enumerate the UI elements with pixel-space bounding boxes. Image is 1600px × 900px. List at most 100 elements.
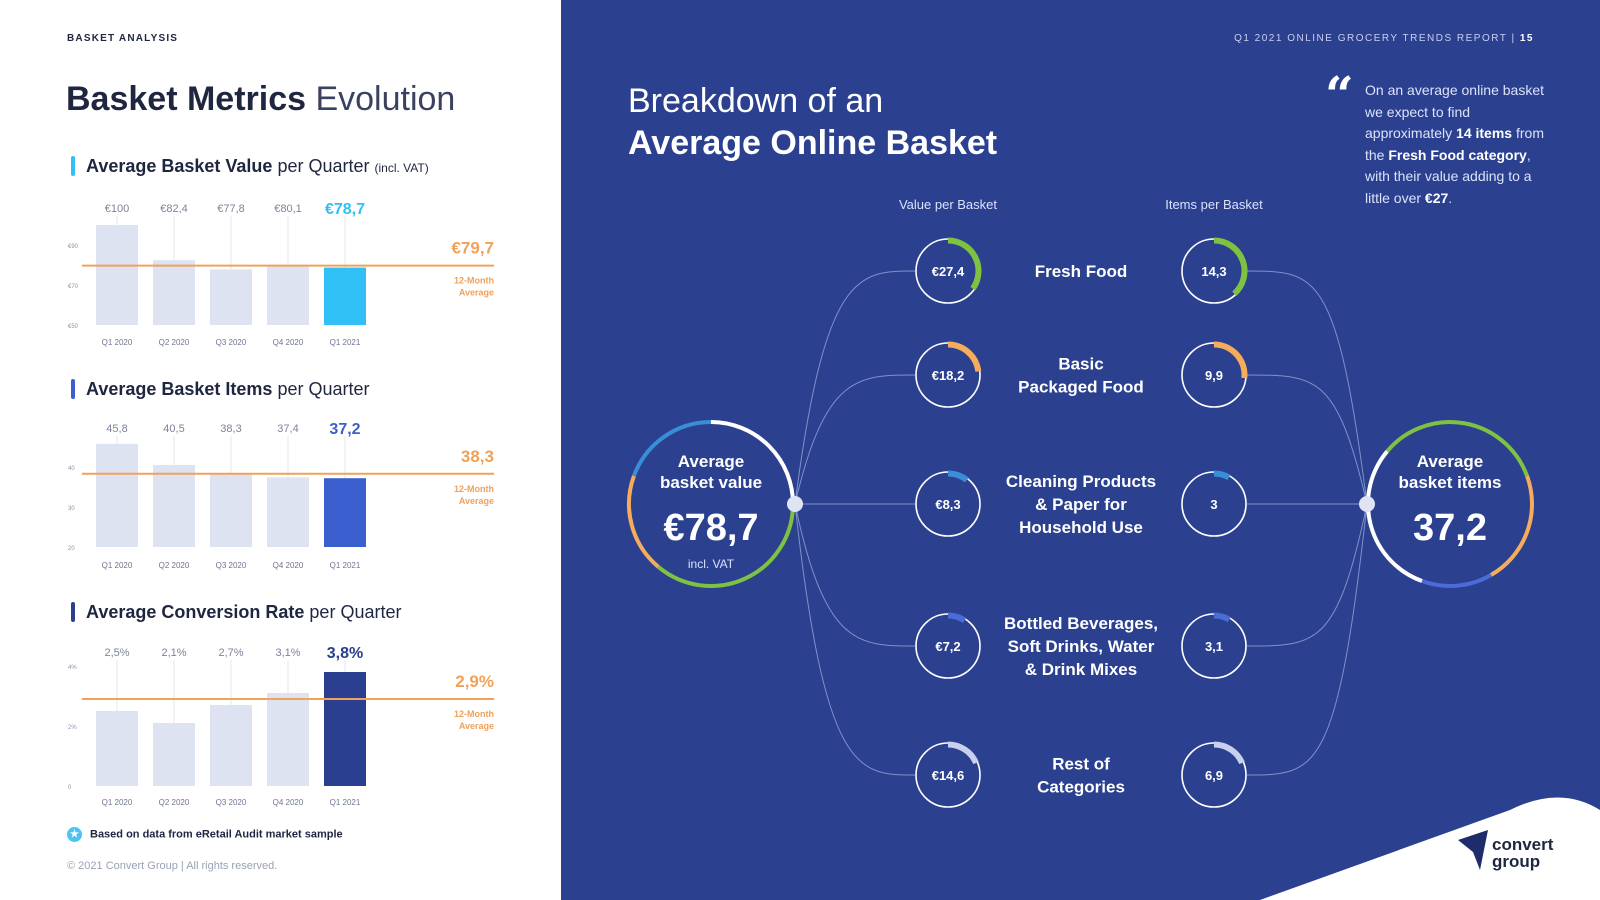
category-label: Soft Drinks, Water (1008, 637, 1155, 656)
bar-value-label: 2,7% (218, 647, 243, 659)
items-hub-node (1359, 496, 1375, 512)
copyright: © 2021 Convert Group | All rights reserv… (67, 860, 278, 872)
average-caption: Average (459, 288, 494, 298)
value-hub-value: €78,7 (663, 507, 758, 549)
items-ring-arc (1213, 612, 1231, 623)
value-column-header: Value per Basket (899, 197, 997, 212)
value-ring-label: €18,2 (932, 368, 965, 383)
items-ring-arc (1213, 237, 1248, 297)
page-title-light: Evolution (315, 80, 456, 118)
report-tag: Q1 2021 ONLINE GROCERY TRENDS REPORT | 1… (1234, 33, 1534, 44)
bar-value-label: €82,4 (160, 203, 188, 215)
chart3-title-bold: Average Conversion Rate (86, 602, 305, 622)
y-tick-label: €50 (68, 324, 79, 330)
value-ring-arc (947, 470, 969, 483)
chart1-accent-bar (71, 156, 75, 176)
chart3-title-light: per Quarter (304, 602, 402, 622)
bar-charts: €50 €70 €90 €100 Q1 2020 €82,4 Q2 2020 €77,8 Q3 … (68, 201, 494, 807)
category-label: Q1 2020 (102, 338, 133, 347)
bar-value-label: €77,8 (217, 203, 245, 215)
category-label: Packaged Food (1018, 378, 1144, 397)
page-title-bold: Basket Metrics (66, 80, 307, 118)
page-number: 15 (1519, 33, 1534, 44)
bar (210, 705, 252, 786)
bar-value-label: €100 (105, 203, 129, 215)
bar-value-label: 40,5 (163, 423, 184, 435)
average-caption: 12-Month (454, 709, 494, 719)
quote-part: . (1448, 189, 1453, 206)
value-ring-outline (915, 613, 981, 679)
connector-line (794, 374, 916, 505)
category-label: & Drink Mixes (1025, 660, 1137, 679)
items-ring-label: 3 (1210, 497, 1217, 512)
left-panel: BASKET ANALYSIS Basket Metrics Evolution… (0, 0, 561, 900)
category-label: Q1 2020 (102, 798, 133, 807)
connector-line (794, 503, 916, 647)
items-ring-arc (1213, 470, 1231, 481)
bar-value-label: 3,1% (275, 647, 300, 659)
bar-value-label: 2,1% (161, 647, 186, 659)
bar (153, 260, 195, 325)
category-label: Rest of (1052, 755, 1110, 774)
connector-line (794, 270, 916, 505)
bar-value-label: 37,2 (329, 421, 360, 438)
category-label: Q1 2021 (330, 798, 361, 807)
chart1-title-light: per Quarter (272, 156, 375, 176)
breakdown-title-line1: Breakdown of an (628, 82, 884, 120)
chart2-title: Average Basket Items per Quarter (86, 379, 369, 400)
items-ring-label: 9,9 (1205, 368, 1223, 383)
bar-value-label: €78,7 (325, 201, 365, 218)
items-ring-label: 6,9 (1205, 768, 1223, 783)
value-ring-label: €8,3 (935, 497, 960, 512)
items-hub-label: Average (1417, 452, 1483, 471)
quote-highlight: €27 (1424, 189, 1449, 206)
bar (324, 672, 366, 786)
value-hub-arc (657, 503, 795, 588)
bar (267, 264, 309, 325)
logo-swoosh (1260, 797, 1600, 900)
chart2-title-bold: Average Basket Items (86, 379, 273, 399)
quote-icon: “ (1325, 65, 1354, 124)
value-ring-arc (947, 612, 967, 624)
footnote-text: Based on data from eRetail Audit market … (90, 828, 343, 841)
items-hub-label: basket items (1399, 473, 1502, 492)
category-label: Q1 2021 (330, 338, 361, 347)
quote-part: On an average online basket we expect to… (1365, 82, 1545, 141)
quote-part: from the (1365, 125, 1544, 163)
y-tick-label: 2% (68, 725, 77, 731)
items-column-header: Items per Basket (1165, 197, 1263, 212)
value-ring-label: €14,6 (932, 768, 965, 783)
bar-value-label: 45,8 (106, 423, 127, 435)
star-icon: ★ (67, 827, 82, 842)
quote-part: , with their value adding to a little ov… (1365, 146, 1532, 206)
right-panel: Value per Basket Items per Basket €27,4 14,… (561, 0, 1600, 900)
items-ring-arc (1213, 741, 1245, 765)
items-hub-arc (1421, 573, 1492, 588)
logo-line1: convert (1492, 835, 1554, 854)
page-title: Basket Metrics Evolution (66, 80, 455, 119)
value-ring-arc (947, 237, 982, 291)
bar-value-label: 37,4 (277, 423, 298, 435)
value-hub-sub: incl. VAT (688, 557, 735, 571)
logo-area: convert group (1260, 797, 1600, 900)
value-ring-label: €27,4 (932, 264, 965, 279)
value-hub-arc (627, 475, 660, 569)
connector-line (1246, 270, 1368, 505)
average-caption: Average (459, 721, 494, 731)
y-tick-label: 0 (68, 785, 72, 791)
chart2-title-light: per Quarter (272, 379, 370, 399)
bar-value-label: 2,5% (104, 647, 129, 659)
breakdown-title: Breakdown of an Average Online Basket (628, 80, 997, 164)
category-label: Household Use (1019, 518, 1143, 537)
chart2-accent-bar (71, 379, 75, 399)
category-label: Q4 2020 (273, 338, 304, 347)
items-ring-label: 14,3 (1201, 264, 1226, 279)
report-tag-text: Q1 2021 ONLINE GROCERY TRENDS REPORT (1234, 33, 1508, 44)
quote-highlight: 14 items (1456, 125, 1513, 141)
y-tick-label: 20 (68, 546, 75, 552)
category-label: Q2 2020 (159, 798, 190, 807)
bar-value-label: 3,8% (327, 645, 363, 662)
category-label: & Paper for (1035, 495, 1127, 514)
items-hub-arc (1366, 450, 1423, 583)
value-hub-label: basket value (660, 473, 762, 492)
